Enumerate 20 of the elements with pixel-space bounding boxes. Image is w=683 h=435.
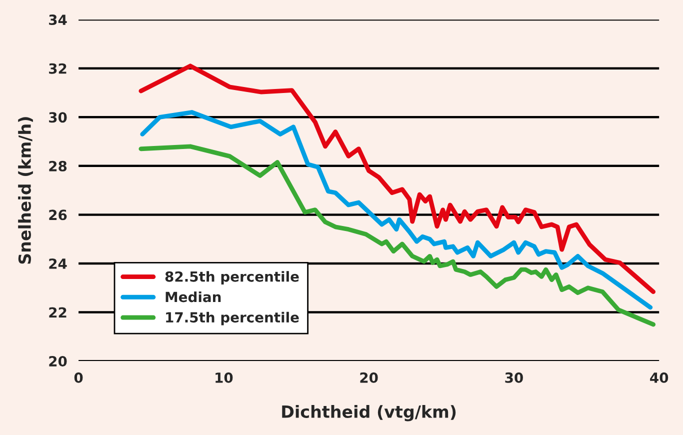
y-tick-label: 26 xyxy=(49,210,67,220)
x-tick-label: 40 xyxy=(650,372,668,383)
x-tick-label: 0 xyxy=(74,372,83,383)
legend-label: Median xyxy=(166,291,221,302)
line-series xyxy=(140,110,653,310)
y-tick-label: 22 xyxy=(49,307,66,318)
y-tick-label: 30 xyxy=(49,112,67,123)
legend-label: 17.5th percentile xyxy=(166,312,299,326)
y-tick-label: 20 xyxy=(49,356,67,367)
y-axis-title: Snelheid (km/h) xyxy=(18,117,33,264)
y-tick-label: 28 xyxy=(49,160,67,172)
x-axis-title: Dichtheid (vtg/km) xyxy=(282,405,456,422)
y-tick-label: 34 xyxy=(49,14,67,26)
y-tick-label: 24 xyxy=(49,258,67,269)
line-series xyxy=(138,144,656,327)
x-tick-label: 20 xyxy=(360,372,378,383)
y-tick-label: 32 xyxy=(49,63,66,74)
x-tick-label: 10 xyxy=(216,372,233,383)
x-tick-label: 30 xyxy=(505,372,523,383)
legend-label: 82.5th percentile xyxy=(165,271,299,285)
